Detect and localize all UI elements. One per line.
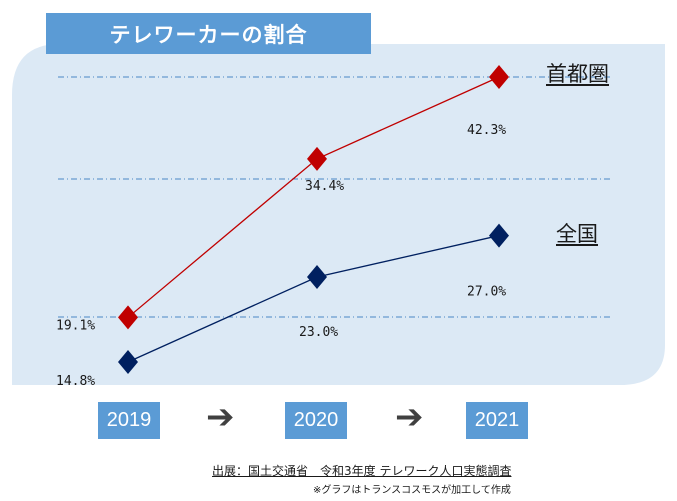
- data-point-marker: [489, 223, 509, 248]
- data-label: 34.4%: [305, 179, 344, 194]
- series-label-zenkoku: 全国: [556, 222, 598, 246]
- note-text: ※グラフはトランスコスモスが加工して作成: [313, 485, 511, 496]
- arrow-right-icon: ➔: [206, 397, 235, 437]
- year-2020: 2020: [285, 402, 347, 439]
- data-point-marker: [118, 305, 138, 330]
- data-point-marker: [307, 146, 327, 171]
- arrow-right-icon: ➔: [395, 397, 424, 437]
- data-point-marker: [489, 65, 509, 89]
- data-label: 14.8%: [56, 374, 95, 389]
- series-label-shutoken: 首都圏: [546, 62, 609, 86]
- year-2019: 2019: [98, 402, 160, 439]
- data-label: 27.0%: [467, 285, 506, 300]
- year-2021: 2021: [466, 402, 528, 439]
- data-label: 23.0%: [299, 325, 338, 340]
- data-label: 19.1%: [56, 318, 95, 333]
- data-point-marker: [307, 265, 327, 290]
- data-point-marker: [118, 350, 138, 374]
- chart-title: テレワーカーの割合: [46, 13, 371, 54]
- chart-background-panel: [12, 44, 665, 385]
- source-text: 出展：国土交通省 令和3年度 テレワーク人口実態調査: [212, 464, 512, 478]
- data-label: 42.3%: [467, 123, 506, 138]
